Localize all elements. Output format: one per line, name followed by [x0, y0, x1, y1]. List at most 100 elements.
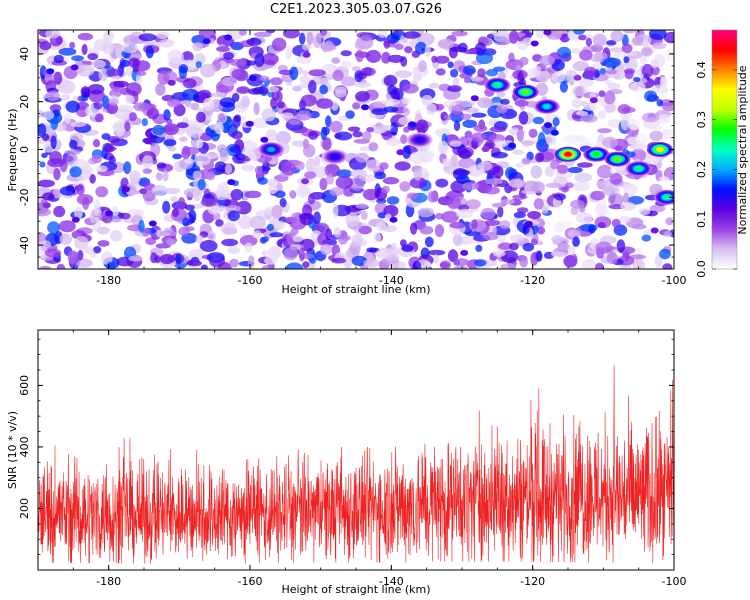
- heatmap-cell: [453, 258, 469, 267]
- heatmap-cell: [493, 66, 506, 72]
- heatmap-cell: [649, 130, 664, 142]
- heatmap-cell: [545, 133, 557, 146]
- heatmap-cell: [484, 186, 501, 195]
- heatmap-cell: [471, 112, 487, 118]
- heatmap-cell: [509, 234, 525, 243]
- heatmap-cell: [299, 32, 306, 45]
- heatmap-cell: [608, 193, 624, 206]
- heatmap-cell: [104, 143, 115, 154]
- colorbar-frame: [711, 29, 738, 270]
- heatmap-cell: [610, 30, 624, 42]
- heatmap-cell: [387, 54, 404, 64]
- heatmap-cell: [332, 203, 339, 218]
- heatmap-cell: [155, 243, 171, 249]
- heatmap-cell: [576, 212, 593, 224]
- heatmap-panel: -180 -160 -140 -120 -100 -40 -20 0 20 40 Height …: [6, 29, 687, 296]
- heatmap-cell: [334, 131, 353, 141]
- heatmap-feature: [543, 104, 551, 109]
- heatmap-cell: [432, 254, 440, 264]
- colorbar-gradient: [712, 30, 737, 269]
- heatmap-cell: [118, 212, 131, 220]
- heatmap-cell: [522, 37, 533, 46]
- heatmap-cell: [452, 233, 463, 247]
- heatmap-cell: [206, 252, 225, 263]
- heatmap-x-axis-label: Height of straight line (km): [281, 283, 430, 296]
- heatmap-cell: [184, 204, 195, 211]
- x-tick-label: -160: [238, 274, 263, 287]
- heatmap-cell: [227, 210, 240, 222]
- heatmap-cell: [663, 129, 674, 141]
- heatmap-cell: [200, 264, 208, 269]
- heatmap-cell: [449, 140, 462, 147]
- heatmap-cell: [93, 246, 102, 254]
- heatmap-cell: [151, 185, 168, 196]
- heatmap-cell: [402, 145, 411, 159]
- heatmap-cell: [247, 146, 262, 161]
- heatmap-cell: [638, 208, 651, 216]
- heatmap-cell: [438, 140, 449, 155]
- heatmap-cell: [261, 250, 269, 256]
- heatmap-cell: [492, 202, 506, 208]
- heatmap-cell: [167, 256, 176, 262]
- heatmap-cell: [186, 260, 202, 267]
- heatmap-cell: [202, 38, 211, 45]
- heatmap-cell: [207, 230, 217, 243]
- heatmap-cell: [383, 74, 398, 87]
- heatmap-cell: [435, 55, 450, 64]
- heatmap-cell: [514, 99, 529, 107]
- heatmap-cell: [321, 139, 331, 151]
- heatmap-cell: [559, 81, 569, 93]
- heatmap-cell: [363, 188, 379, 201]
- heatmap-cell: [70, 121, 87, 128]
- heatmap-cell: [351, 255, 367, 267]
- heatmap-cell: [465, 199, 481, 210]
- heatmap-cell: [623, 30, 637, 34]
- heatmap-cell: [336, 169, 353, 178]
- x-tick-label: -120: [520, 575, 545, 588]
- heatmap-cell: [629, 81, 646, 93]
- heatmap-cell: [592, 33, 607, 47]
- heatmap-cell: [45, 30, 61, 39]
- heatmap-cell: [319, 84, 328, 95]
- heatmap-cell: [196, 139, 204, 149]
- heatmap-cell: [148, 220, 157, 227]
- heatmap-cell: [247, 255, 255, 269]
- heatmap-cell: [196, 111, 206, 123]
- heatmap-cell: [623, 68, 636, 75]
- heatmap-cell: [497, 206, 504, 218]
- heatmap-cell: [158, 39, 175, 48]
- heatmap-cell: [572, 181, 591, 192]
- heatmap-cell: [541, 205, 549, 214]
- heatmap-cell: [164, 187, 181, 195]
- heatmap-cell: [403, 31, 421, 39]
- heatmap-cell: [557, 220, 573, 227]
- heatmap-cell: [190, 102, 200, 111]
- heatmap-cell: [93, 102, 103, 110]
- heatmap-cell: [390, 242, 398, 256]
- heatmap-cell: [229, 59, 247, 67]
- heatmap-cell: [42, 192, 55, 201]
- heatmap-cell: [277, 101, 285, 109]
- heatmap-cell: [38, 208, 51, 217]
- heatmap-cell: [221, 238, 239, 247]
- heatmap-cell: [299, 75, 311, 84]
- heatmap-cell: [590, 190, 605, 201]
- heatmap-cell: [554, 193, 566, 201]
- heatmap-cell: [463, 65, 476, 76]
- heatmap-cell: [352, 102, 361, 110]
- heatmap-cell: [578, 78, 594, 88]
- x-tick-label: -100: [662, 274, 687, 287]
- heatmap-cell: [105, 210, 113, 217]
- heatmap-cell: [302, 144, 316, 158]
- heatmap-cell: [302, 70, 309, 76]
- heatmap-cell: [224, 163, 233, 175]
- heatmap-cell: [442, 158, 452, 167]
- heatmap-cell: [194, 153, 212, 166]
- heatmap-cell: [241, 164, 255, 172]
- heatmap-cell: [300, 94, 317, 107]
- heatmap-cell: [177, 197, 186, 209]
- heatmap-cell: [446, 196, 461, 209]
- heatmap-cell: [172, 153, 183, 160]
- heatmap-cell: [386, 137, 402, 147]
